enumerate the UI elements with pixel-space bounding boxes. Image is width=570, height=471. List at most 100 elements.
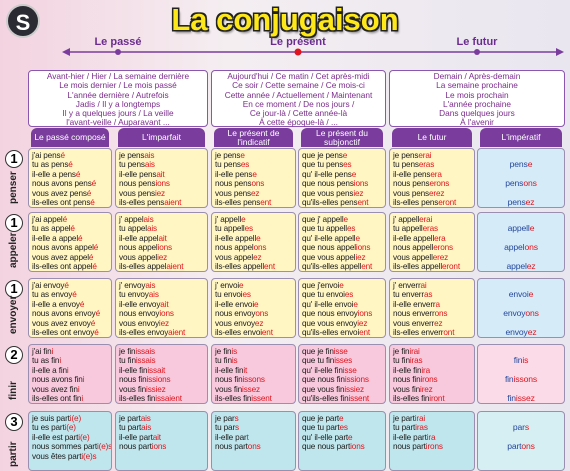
ending: isse (342, 365, 357, 375)
stem: vous pens (393, 188, 429, 198)
conjugation-line: ils-elles ont envoyé (32, 328, 111, 337)
conjugation-line: tu pars (215, 423, 295, 432)
ending: é (91, 179, 97, 189)
stem: nous fin (119, 375, 147, 385)
stem: nous avons appel (32, 243, 94, 253)
stem: qu'ils-elles pens (302, 198, 358, 208)
stem: que je pens (302, 151, 343, 160)
conjugation-line: qu' il-elle finisse (302, 366, 385, 375)
stem: que tu pens (302, 160, 344, 170)
time-expression: En ce moment / De nos jours / (242, 98, 355, 109)
time-expression: À l'avenir (460, 117, 494, 128)
conjugation-line: tu finiras (393, 356, 474, 365)
verb-name: finir (8, 381, 19, 400)
stem: ils-elles appel (119, 262, 167, 272)
ending: é (94, 328, 99, 338)
stem: il-elle pens (393, 169, 431, 179)
ending: ons (523, 178, 537, 188)
ending: é (68, 160, 73, 170)
ending: ont (443, 328, 455, 338)
stem: que tu part (302, 423, 340, 433)
ending: ions (159, 309, 174, 319)
stem: que vous pens (302, 188, 354, 198)
conjugation-line: vous avez envoyé (32, 319, 111, 328)
stem: il-elle fin (119, 365, 148, 375)
stem: il-elle appell (393, 233, 435, 243)
conjugation-line: que nous partions (302, 442, 385, 451)
ending: ions (151, 442, 167, 452)
ending: é (70, 224, 75, 234)
conjugation-line: que nous pensions (302, 179, 385, 188)
stem: tu par (215, 423, 236, 433)
ending: issais (135, 356, 156, 366)
ending: ais (140, 414, 151, 423)
time-expression: Il y a quelques jours / La veille (62, 108, 174, 119)
stem: ils-elles ont pens (32, 198, 91, 208)
group-number: 3 (5, 413, 23, 431)
ending: ira (426, 432, 436, 442)
stem: que j' appell (302, 215, 344, 224)
ending: ait (156, 169, 165, 179)
ending: ons (255, 309, 269, 319)
stem: qu' il-elle appell (302, 233, 356, 243)
ending: i (82, 375, 85, 385)
conjugation-line: vous enverrez (393, 319, 474, 328)
conjugation-line: tu finis (215, 356, 295, 365)
ending: é (86, 188, 92, 198)
conjugation-line: je finissais (119, 347, 207, 356)
conjugation-cell: j' appelle tu appelles il-elle appelle nous… (211, 212, 296, 272)
ending: issait (147, 365, 166, 375)
stem: tu appell (215, 224, 245, 234)
conjugation-cell: j'ai envoyé tu as envoyé il-elle a envoyé n… (28, 278, 112, 338)
group-number: 2 (5, 346, 23, 364)
ending: e (252, 169, 257, 179)
conjugation-line: il-elle appellera (393, 234, 474, 243)
stem: ils-elles pens (393, 198, 439, 208)
conjugation-line: tu pensais (119, 160, 207, 169)
ending: e (528, 289, 534, 299)
ending: ent (361, 262, 373, 272)
tense-header: L'imparfait (118, 128, 205, 147)
conjugation-line: nous pensions (119, 179, 207, 188)
conjugation-cell: finis finissons finissez (477, 344, 565, 404)
ending: e (351, 169, 357, 179)
conjugation-cell: j' enverrai tu enverras il-elle enverra nou… (389, 278, 475, 338)
stem: vous êtes part (32, 451, 82, 461)
conjugation-line: nous pensons (215, 179, 295, 188)
title: La conjugaison (171, 2, 399, 37)
conjugation-line: il-elle appelle (215, 234, 295, 243)
ending: é (90, 318, 96, 328)
conjugation-line: ils-elles finiront (393, 394, 474, 403)
conjugation-line: que nous envoyions (302, 309, 385, 318)
ending: ais (148, 290, 159, 300)
logo: S (6, 4, 40, 38)
stem: que vous envoy (302, 318, 358, 328)
stem: ils-elles appell (215, 262, 265, 272)
stem: je fin (119, 347, 136, 356)
stem: nous sommes part (32, 442, 97, 452)
stem: je part (393, 414, 415, 423)
ending: s (524, 422, 530, 432)
conjugation-cell: pense pensons pensez (477, 148, 565, 208)
stem: que nous part (302, 442, 351, 452)
conjugation-line: j'ai pensé (32, 151, 111, 160)
conjugation-line: il-elle finira (393, 366, 474, 375)
conjugation-line: j' appelle (215, 215, 295, 224)
stem: fin (513, 355, 523, 365)
ending: es (339, 423, 349, 433)
stem: vous fin (119, 384, 147, 394)
stem: il-elle part (393, 432, 427, 442)
stem: je suis part (32, 414, 70, 423)
stem: pens (507, 197, 526, 207)
conjugation-line: finissons (478, 370, 564, 389)
stem: j' enverr (393, 281, 421, 290)
ending: ions (157, 243, 173, 253)
conjugation-cell: que je parte que tu partes qu' il-elle par… (298, 411, 386, 471)
conjugation-line: je pensais (119, 151, 207, 160)
stem: nous avons envoy (32, 309, 96, 319)
conjugation-line: il-elle a envoyé (32, 300, 111, 309)
conjugation-line: il-elle finissait (119, 366, 207, 375)
ending: s (234, 414, 239, 423)
time-expression: L'année dernière / Autrefois (67, 89, 169, 100)
